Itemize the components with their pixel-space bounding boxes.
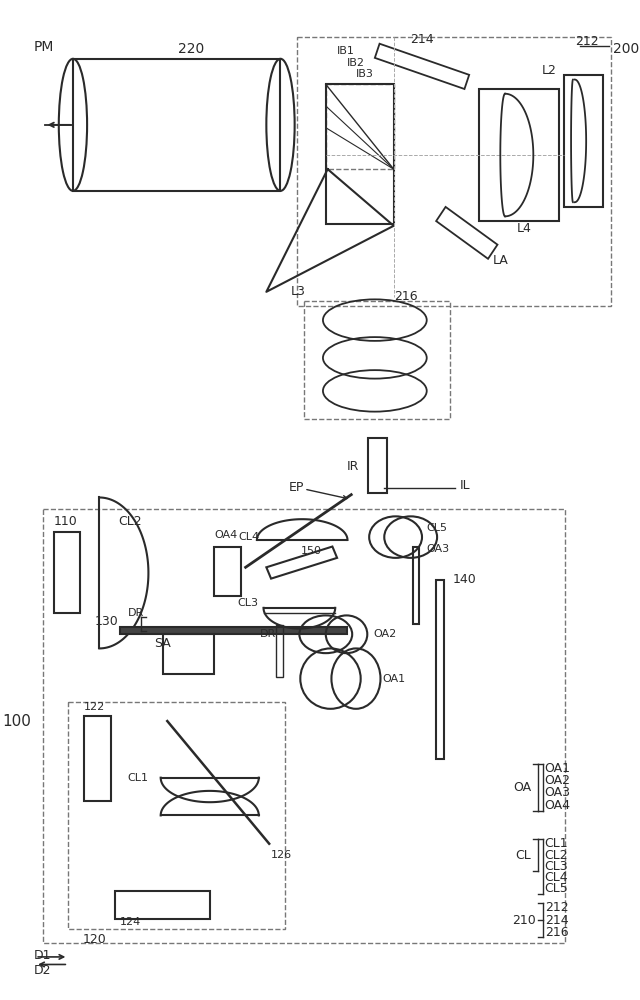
Text: CL3: CL3 bbox=[545, 860, 568, 873]
Text: LA: LA bbox=[493, 254, 509, 267]
Bar bbox=[298, 37, 611, 306]
Text: 122: 122 bbox=[84, 702, 106, 712]
Text: IB1: IB1 bbox=[337, 46, 355, 56]
Text: 216: 216 bbox=[545, 926, 568, 939]
Text: CL5: CL5 bbox=[545, 882, 568, 895]
Text: SA: SA bbox=[154, 637, 171, 650]
Text: 214: 214 bbox=[410, 33, 434, 46]
Text: OA3: OA3 bbox=[427, 544, 450, 554]
Bar bbox=[115, 891, 210, 919]
Text: 126: 126 bbox=[271, 850, 292, 860]
Text: CL3: CL3 bbox=[238, 598, 259, 608]
Text: PM: PM bbox=[33, 40, 54, 54]
Text: L3: L3 bbox=[291, 285, 306, 298]
Text: IB2: IB2 bbox=[346, 58, 365, 68]
Bar bbox=[479, 89, 559, 221]
Text: 124: 124 bbox=[120, 917, 141, 927]
Bar bbox=[54, 532, 81, 613]
Text: OA2: OA2 bbox=[545, 774, 571, 787]
Text: CL2: CL2 bbox=[118, 515, 142, 528]
Bar bbox=[326, 84, 394, 169]
Text: IL: IL bbox=[460, 479, 470, 492]
Text: OA3: OA3 bbox=[545, 786, 571, 799]
Text: OA2: OA2 bbox=[373, 629, 396, 639]
Text: IB3: IB3 bbox=[356, 69, 374, 79]
Text: OA: OA bbox=[513, 781, 531, 794]
Text: CL1: CL1 bbox=[545, 837, 568, 850]
Bar bbox=[276, 625, 284, 677]
Bar bbox=[163, 634, 214, 674]
Text: 200: 200 bbox=[612, 42, 639, 56]
Text: 120: 120 bbox=[83, 933, 106, 946]
Text: EP: EP bbox=[289, 481, 304, 494]
Bar bbox=[214, 547, 241, 596]
Text: D2: D2 bbox=[33, 964, 51, 977]
Text: 130: 130 bbox=[95, 615, 118, 628]
Text: L4: L4 bbox=[516, 222, 531, 235]
Text: 150: 150 bbox=[301, 546, 322, 556]
Text: CL: CL bbox=[516, 849, 531, 862]
Text: CL2: CL2 bbox=[545, 849, 568, 862]
Bar bbox=[304, 301, 451, 419]
Text: 210: 210 bbox=[513, 914, 536, 927]
Bar bbox=[73, 59, 280, 191]
Bar bbox=[68, 702, 285, 929]
Text: 220: 220 bbox=[178, 42, 204, 56]
Text: OA4: OA4 bbox=[214, 530, 237, 540]
Bar bbox=[43, 509, 565, 943]
Text: 212: 212 bbox=[575, 35, 599, 48]
Text: IR: IR bbox=[346, 460, 359, 473]
Text: 140: 140 bbox=[452, 573, 476, 586]
Bar bbox=[436, 580, 444, 759]
Bar bbox=[368, 438, 387, 493]
Text: CL5: CL5 bbox=[427, 523, 448, 533]
Text: OA4: OA4 bbox=[545, 799, 571, 812]
Bar bbox=[326, 84, 394, 224]
Text: CL1: CL1 bbox=[127, 773, 148, 783]
Text: OA1: OA1 bbox=[382, 674, 406, 684]
Bar bbox=[84, 716, 111, 801]
Text: 214: 214 bbox=[545, 914, 568, 927]
Text: 110: 110 bbox=[54, 515, 78, 528]
Bar bbox=[563, 75, 603, 207]
Text: DR: DR bbox=[260, 629, 276, 639]
Text: 212: 212 bbox=[545, 901, 568, 914]
Text: L2: L2 bbox=[542, 64, 557, 77]
Text: D1: D1 bbox=[33, 949, 51, 962]
Text: DR: DR bbox=[128, 608, 144, 618]
Text: CL4: CL4 bbox=[545, 871, 568, 884]
Text: 216: 216 bbox=[394, 290, 417, 303]
Bar bbox=[120, 627, 346, 634]
Bar bbox=[413, 547, 419, 624]
Text: 100: 100 bbox=[3, 714, 31, 729]
Text: CL4: CL4 bbox=[239, 532, 260, 542]
Text: OA1: OA1 bbox=[545, 762, 571, 775]
